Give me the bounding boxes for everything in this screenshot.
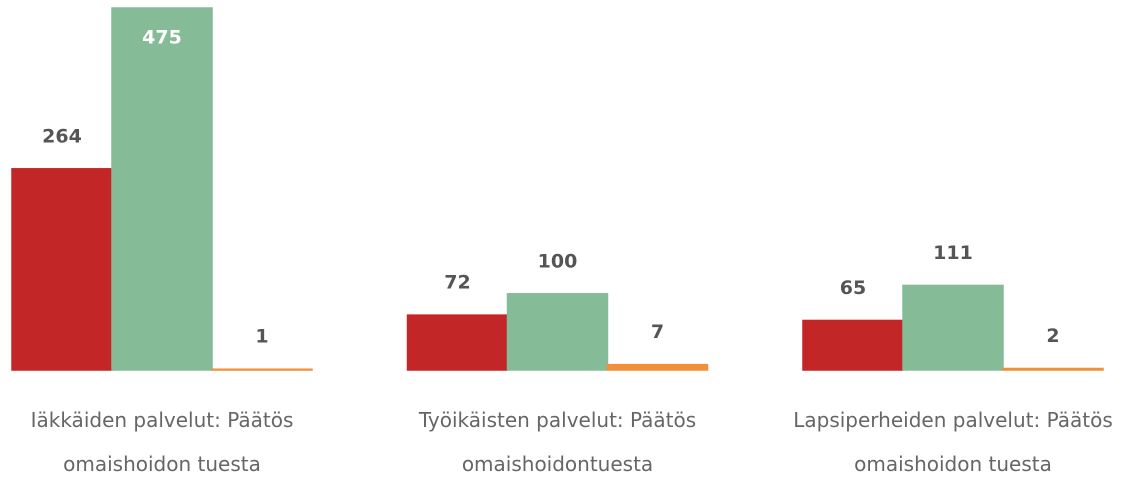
bar [11,168,113,371]
value-label: 7 [651,321,664,343]
value-label: 1 [255,326,268,348]
chart: 264 475 1 72 100 7 65 111 2 [11,7,1104,371]
bar [606,363,709,371]
value-label: 2 [1046,325,1059,347]
value-label: 65 [840,277,866,299]
bar [802,319,904,371]
bar [1002,367,1104,371]
bar [111,7,213,371]
value-label: 475 [142,27,182,49]
value-label: 264 [42,125,82,147]
bar [902,284,1004,371]
x-tick-label: Iäkkäiden palvelut: Päätös omaishoidon t… [30,408,294,476]
bar [506,293,609,371]
bar [211,368,313,371]
value-label: 100 [538,250,578,272]
value-label: 111 [933,242,973,264]
value-label: 72 [444,272,470,294]
x-tick-label: Lapsiperheiden palvelut: Päätös omaishoi… [793,408,1113,476]
x-tick-label: Työikäisten palvelut: Päätös omaishoidon… [418,408,697,476]
bar [406,314,509,371]
